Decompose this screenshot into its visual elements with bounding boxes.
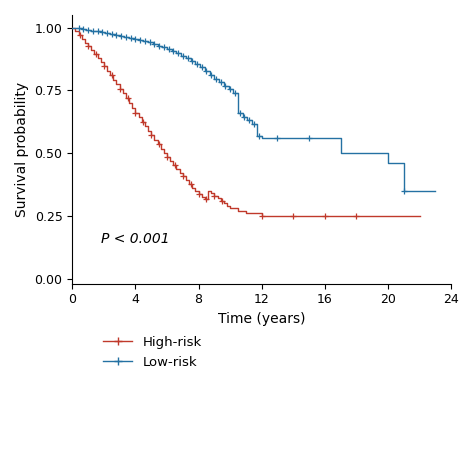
Y-axis label: Survival probability: Survival probability [15, 82, 29, 217]
Text: P < 0.001: P < 0.001 [100, 232, 169, 246]
Legend: High-risk, Low-risk: High-risk, Low-risk [98, 331, 207, 374]
X-axis label: Time (years): Time (years) [218, 312, 305, 326]
